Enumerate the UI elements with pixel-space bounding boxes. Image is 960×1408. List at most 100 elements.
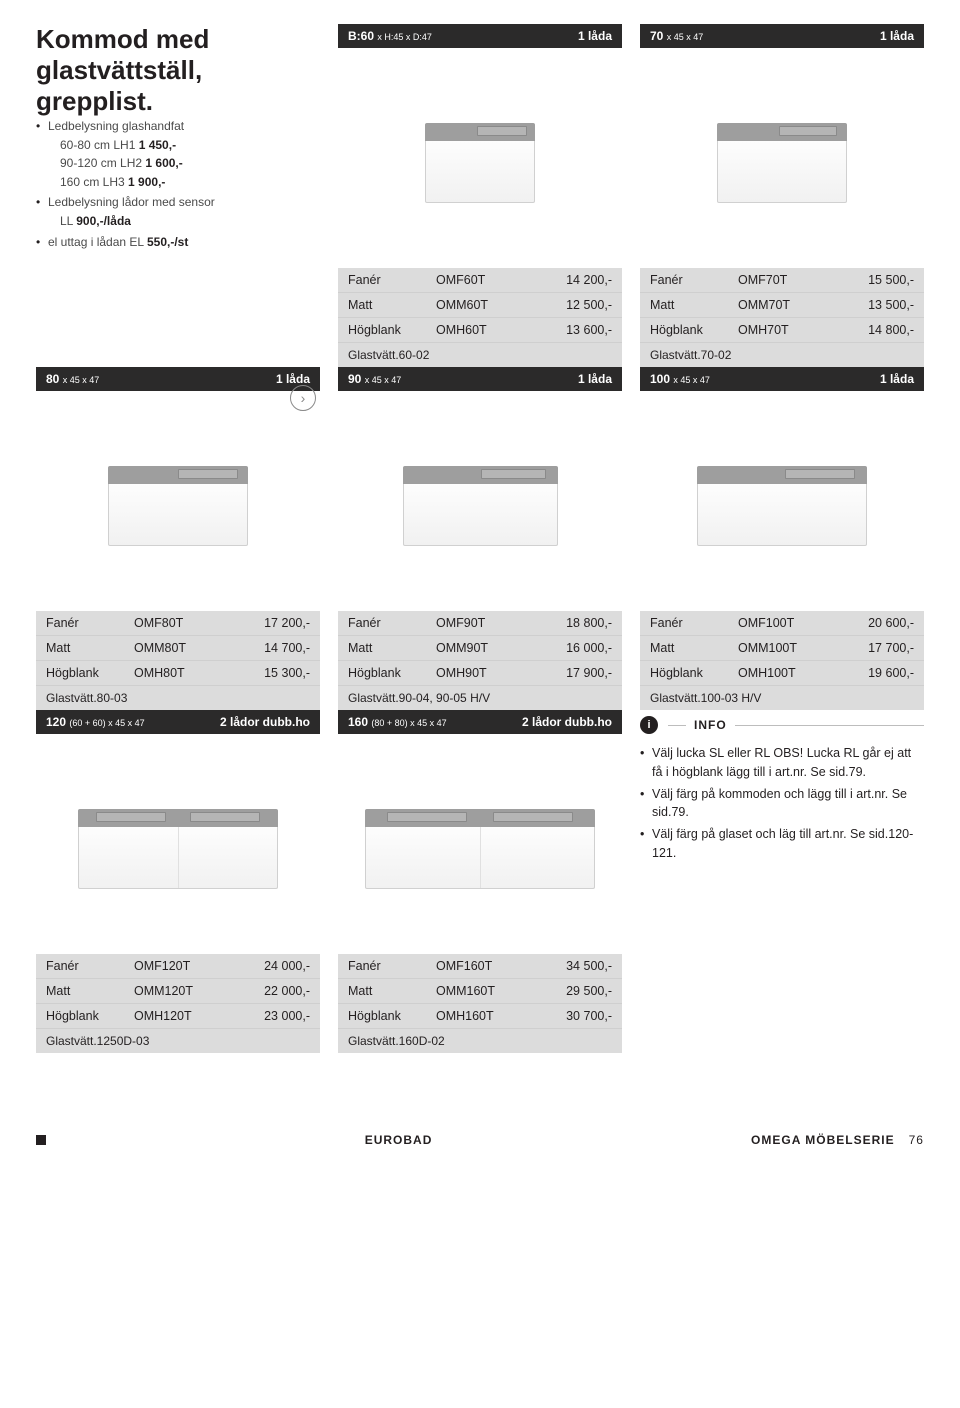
spec-note: Glastvätt.160D-02 <box>338 1029 622 1053</box>
card-100: 100 x 45 x 471 låda FanérOMF100T20 600,-M… <box>640 367 924 710</box>
spec-sku: OMM120T <box>134 984 230 998</box>
intro-bullet: Ledbelysning lådor med sensorLL 900,-/lå… <box>36 193 320 230</box>
title-column: Kommod med glastvättställ, grepplist. Le… <box>36 24 320 367</box>
card-dimensions: 160 (80 + 80) x 45 x 47 <box>348 715 447 729</box>
spec-sku: OMF80T <box>134 616 230 630</box>
spec-row: FanérOMF90T18 800,- <box>338 611 622 636</box>
spec-sku: OMM90T <box>436 641 532 655</box>
spec-row: HögblankOMH160T30 700,- <box>338 1004 622 1029</box>
card-dimensions: 80 x 45 x 47 <box>46 372 99 386</box>
card-60: B:60 x H:45 x D:471 lådaFanérOMF60T14 20… <box>338 24 622 367</box>
spec-note: Glastvätt.1250D-03 <box>36 1029 320 1053</box>
spec-table: FanérOMF100T20 600,-MattOMM100T17 700,-H… <box>640 611 924 710</box>
spec-note: Glastvätt.70-02 <box>640 343 924 367</box>
card-120: 120 (60 + 60) x 45 x 472 lådor dubb.hoFa… <box>36 710 320 1053</box>
spec-finish: Matt <box>46 641 134 655</box>
info-bullet: Välj färg på glaset och läg till art.nr.… <box>640 825 924 863</box>
card-drawer-label: 1 låda <box>880 29 914 43</box>
footer-page: 76 <box>909 1133 924 1147</box>
spec-row: HögblankOMH80T15 300,- <box>36 661 320 686</box>
card-drawer-label: 1 låda <box>578 372 612 386</box>
spec-finish: Fanér <box>348 959 436 973</box>
spec-note: Glastvätt.60-02 <box>338 343 622 367</box>
spec-price: 15 500,- <box>834 273 914 287</box>
spec-price: 17 900,- <box>532 666 612 680</box>
next-arrow-icon[interactable]: › <box>290 385 316 411</box>
spec-sku: OMM70T <box>738 298 834 312</box>
product-image <box>640 48 924 268</box>
spec-price: 13 500,- <box>834 298 914 312</box>
spec-sku: OMF90T <box>436 616 532 630</box>
card-dimensions: 90 x 45 x 47 <box>348 372 401 386</box>
card-header: 160 (80 + 80) x 45 x 47 2 lådor dubb.ho <box>338 710 622 734</box>
spec-row: MattOMM70T13 500,- <box>640 293 924 318</box>
info-bullets: Välj lucka SL eller RL OBS! Lucka RL går… <box>640 744 924 866</box>
spec-sku: OMM100T <box>738 641 834 655</box>
info-icon: i <box>640 716 658 734</box>
card-70: 70 x 45 x 47 1 låda FanérOMF70T15 500,- Mat… <box>640 24 924 367</box>
intro-bullet: el uttag i lådan EL 550,-/st <box>36 233 320 252</box>
card-80: 80 x 45 x 471 lådaFanérOMF80T17 200,-Mat… <box>36 367 320 710</box>
product-image <box>338 734 622 954</box>
spec-price: 34 500,- <box>532 959 612 973</box>
card-dimensions: 120 (60 + 60) x 45 x 47 <box>46 715 145 729</box>
spec-row: FanérOMF80T17 200,- <box>36 611 320 636</box>
spec-note: Glastvätt.90-04, 90-05 H/V <box>338 686 622 710</box>
spec-row: MattOMM80T14 700,- <box>36 636 320 661</box>
card-header: 80 x 45 x 47 1 låda <box>36 367 320 391</box>
product-image <box>640 391 924 611</box>
spec-sku: OMF160T <box>436 959 532 973</box>
spec-price: 23 000,- <box>230 1009 310 1023</box>
spec-price: 24 000,- <box>230 959 310 973</box>
spec-price: 13 600,- <box>532 323 612 337</box>
spec-finish: Högblank <box>46 1009 134 1023</box>
spec-finish: Fanér <box>348 273 436 287</box>
spec-sku: OMH80T <box>134 666 230 680</box>
spec-sku: OMF120T <box>134 959 230 973</box>
card-drawer-label: 2 lådor dubb.ho <box>522 715 612 729</box>
spec-finish: Fanér <box>650 616 738 630</box>
spec-price: 12 500,- <box>532 298 612 312</box>
spec-sku: OMF100T <box>738 616 834 630</box>
spec-table: FanérOMF80T17 200,-MattOMM80T14 700,-Hög… <box>36 611 320 710</box>
spec-row: HögblankOMH70T14 800,- <box>640 318 924 343</box>
card-dimensions: 100 x 45 x 47 <box>650 372 710 386</box>
spec-finish: Högblank <box>46 666 134 680</box>
card-dimensions: 70 x 45 x 47 <box>650 29 703 43</box>
spec-note: Glastvätt.100-03 H/V <box>640 686 924 710</box>
spec-sku: OMM60T <box>436 298 532 312</box>
info-label: INFO <box>694 718 727 732</box>
spec-finish: Högblank <box>650 323 738 337</box>
spec-row: HögblankOMH90T17 900,- <box>338 661 622 686</box>
card-drawer-label: 1 låda <box>276 372 310 386</box>
spec-row: FanérOMF160T34 500,- <box>338 954 622 979</box>
spec-price: 22 000,- <box>230 984 310 998</box>
spec-price: 18 800,- <box>532 616 612 630</box>
card-header: 100 x 45 x 471 låda <box>640 367 924 391</box>
spec-finish: Matt <box>46 984 134 998</box>
spec-finish: Fanér <box>348 616 436 630</box>
spec-finish: Matt <box>650 298 738 312</box>
spec-finish: Matt <box>348 641 436 655</box>
spec-sku: OMM160T <box>436 984 532 998</box>
product-image <box>338 391 622 611</box>
spec-row: MattOMM60T12 500,- <box>338 293 622 318</box>
footer-brand: EUROBAD <box>365 1133 433 1147</box>
spec-sku: OMM80T <box>134 641 230 655</box>
spec-finish: Högblank <box>650 666 738 680</box>
card-dimensions: B:60 x H:45 x D:47 <box>348 29 432 43</box>
product-image <box>36 734 320 954</box>
spec-table: FanérOMF60T14 200,-MattOMM60T12 500,-Hög… <box>338 268 622 367</box>
spec-row: HögblankOMH120T23 000,- <box>36 1004 320 1029</box>
spec-price: 17 700,- <box>834 641 914 655</box>
card-90: 90 x 45 x 47 1 låda FanérOMF90T18 800,- Mat… <box>338 367 622 710</box>
spec-finish: Fanér <box>46 959 134 973</box>
spec-finish: Högblank <box>348 1009 436 1023</box>
spec-sku: OMH60T <box>436 323 532 337</box>
page-footer: EUROBAD OMEGA MÖBELSERIE 76 <box>36 1133 924 1147</box>
spec-finish: Matt <box>348 984 436 998</box>
spec-row: HögblankOMH100T19 600,- <box>640 661 924 686</box>
spec-row: HögblankOMH60T13 600,- <box>338 318 622 343</box>
spec-finish: Fanér <box>650 273 738 287</box>
spec-sku: OMF70T <box>738 273 834 287</box>
